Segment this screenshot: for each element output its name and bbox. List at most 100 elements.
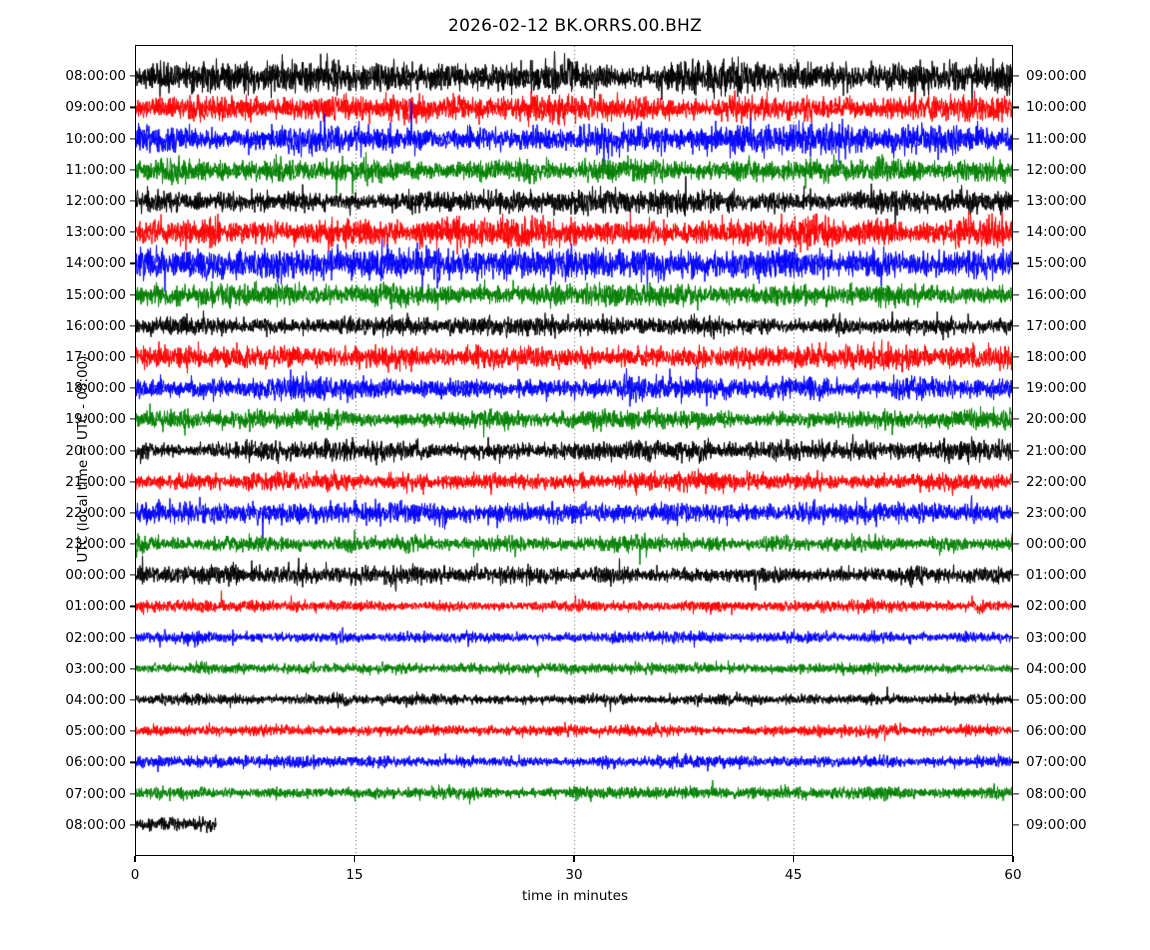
- x-tick-mark: [134, 856, 136, 862]
- y-tick-label-right: 02:00:00: [1026, 598, 1087, 615]
- y-tick-label-left: 05:00:00: [65, 723, 126, 740]
- y-tick-label-right: 04:00:00: [1026, 660, 1087, 677]
- y-tick-label-right: 03:00:00: [1026, 629, 1087, 646]
- y-tick-label-right: 13:00:00: [1026, 192, 1087, 209]
- x-tick-label: 45: [784, 867, 803, 883]
- y-tick-mark-left: [130, 262, 136, 264]
- y-tick-mark-right: [1013, 574, 1019, 576]
- y-tick-label-right: 09:00:00: [1026, 68, 1087, 85]
- waveform-canvas: [136, 46, 1012, 855]
- y-tick-label-left: 03:00:00: [65, 660, 126, 677]
- y-tick-mark-right: [1013, 668, 1019, 670]
- y-tick-label-left: 08:00:00: [65, 68, 126, 85]
- y-tick-mark-left: [130, 169, 136, 171]
- y-tick-label-left: 17:00:00: [65, 348, 126, 365]
- y-tick-label-left: 06:00:00: [65, 754, 126, 771]
- y-tick-mark-right: [1013, 356, 1019, 358]
- y-tick-label-left: 20:00:00: [65, 442, 126, 459]
- y-tick-mark-right: [1013, 761, 1019, 764]
- x-tick-mark: [792, 856, 795, 862]
- y-tick-mark-left: [130, 574, 136, 576]
- y-tick-mark-left: [130, 605, 136, 608]
- y-tick-label-right: 19:00:00: [1026, 380, 1087, 397]
- y-tick-label-left: 13:00:00: [65, 224, 126, 241]
- y-tick-mark-right: [1013, 293, 1019, 296]
- y-tick-label-right: 17:00:00: [1026, 317, 1087, 334]
- y-tick-label-left: 09:00:00: [65, 99, 126, 116]
- y-tick-mark-left: [130, 730, 136, 732]
- y-tick-label-right: 01:00:00: [1026, 567, 1087, 584]
- x-tick-mark: [353, 856, 356, 862]
- y-tick-label-right: 18:00:00: [1026, 348, 1087, 365]
- y-tick-label-right: 07:00:00: [1026, 754, 1087, 771]
- y-tick-mark-left: [130, 200, 136, 202]
- y-tick-mark-left: [130, 231, 136, 233]
- y-tick-mark-right: [1013, 481, 1019, 483]
- y-tick-mark-right: [1013, 169, 1019, 171]
- y-tick-label-left: 07:00:00: [65, 785, 126, 802]
- y-tick-label-right: 00:00:00: [1026, 536, 1087, 553]
- y-tick-mark-right: [1013, 231, 1019, 233]
- y-tick-label-left: 21:00:00: [65, 473, 126, 490]
- y-tick-label-left: 23:00:00: [65, 536, 126, 553]
- y-tick-label-right: 22:00:00: [1026, 473, 1087, 490]
- y-tick-label-left: 04:00:00: [65, 692, 126, 709]
- x-tick-mark: [573, 856, 575, 862]
- y-tick-mark-left: [130, 418, 136, 420]
- y-tick-mark-left: [130, 543, 136, 545]
- y-tick-mark-right: [1013, 824, 1019, 826]
- y-tick-mark-right: [1013, 512, 1019, 514]
- y-tick-mark-right: [1013, 418, 1019, 420]
- y-tick-label-right: 09:00:00: [1026, 816, 1087, 833]
- y-tick-mark-left: [130, 325, 136, 327]
- y-tick-mark-left: [130, 481, 136, 483]
- y-tick-mark-right: [1013, 637, 1019, 639]
- y-tick-mark-right: [1013, 793, 1019, 795]
- y-tick-label-right: 15:00:00: [1026, 255, 1087, 272]
- y-tick-mark-right: [1013, 200, 1019, 202]
- y-tick-label-left: 01:00:00: [65, 598, 126, 615]
- y-tick-mark-right: [1013, 106, 1019, 108]
- y-tick-label-left: 12:00:00: [65, 192, 126, 209]
- y-tick-mark-left: [130, 75, 136, 77]
- y-tick-label-left: 00:00:00: [65, 567, 126, 584]
- y-tick-label-left: 11:00:00: [65, 161, 126, 178]
- y-tick-label-right: 20:00:00: [1026, 411, 1087, 428]
- y-tick-mark-right: [1013, 730, 1019, 732]
- y-tick-label-right: 23:00:00: [1026, 504, 1087, 521]
- y-tick-mark-right: [1013, 449, 1019, 452]
- page-title: 2026-02-12 BK.ORRS.00.BHZ: [448, 16, 702, 36]
- y-tick-mark-right: [1013, 699, 1019, 701]
- y-tick-mark-right: [1013, 605, 1019, 608]
- x-tick-mark: [1012, 856, 1014, 862]
- y-tick-mark-left: [130, 637, 136, 639]
- y-tick-label-right: 21:00:00: [1026, 442, 1087, 459]
- y-tick-label-left: 22:00:00: [65, 504, 126, 521]
- y-tick-label-right: 16:00:00: [1026, 286, 1087, 303]
- y-tick-label-right: 12:00:00: [1026, 161, 1087, 178]
- y-tick-label-left: 18:00:00: [65, 380, 126, 397]
- y-tick-label-right: 08:00:00: [1026, 785, 1087, 802]
- y-tick-mark-right: [1013, 325, 1019, 327]
- y-tick-label-left: 08:00:00: [65, 816, 126, 833]
- y-tick-mark-left: [130, 668, 136, 670]
- y-tick-mark-right: [1013, 543, 1019, 545]
- y-tick-label-right: 06:00:00: [1026, 723, 1087, 740]
- y-tick-mark-left: [130, 293, 136, 296]
- y-tick-label-right: 10:00:00: [1026, 99, 1087, 116]
- plot-axes-frame: [135, 45, 1013, 856]
- y-tick-mark-left: [130, 761, 136, 764]
- y-tick-mark-left: [130, 449, 136, 452]
- y-tick-mark-right: [1013, 137, 1019, 140]
- y-tick-mark-right: [1013, 75, 1019, 77]
- x-tick-label: 30: [565, 867, 583, 883]
- y-tick-mark-left: [130, 387, 136, 389]
- y-tick-mark-left: [130, 699, 136, 701]
- y-tick-mark-left: [130, 512, 136, 514]
- y-tick-label-right: 14:00:00: [1026, 224, 1087, 241]
- y-tick-label-left: 10:00:00: [65, 130, 126, 147]
- y-tick-label-left: 15:00:00: [65, 286, 126, 303]
- y-tick-label-right: 05:00:00: [1026, 692, 1087, 709]
- y-tick-mark-left: [130, 106, 136, 108]
